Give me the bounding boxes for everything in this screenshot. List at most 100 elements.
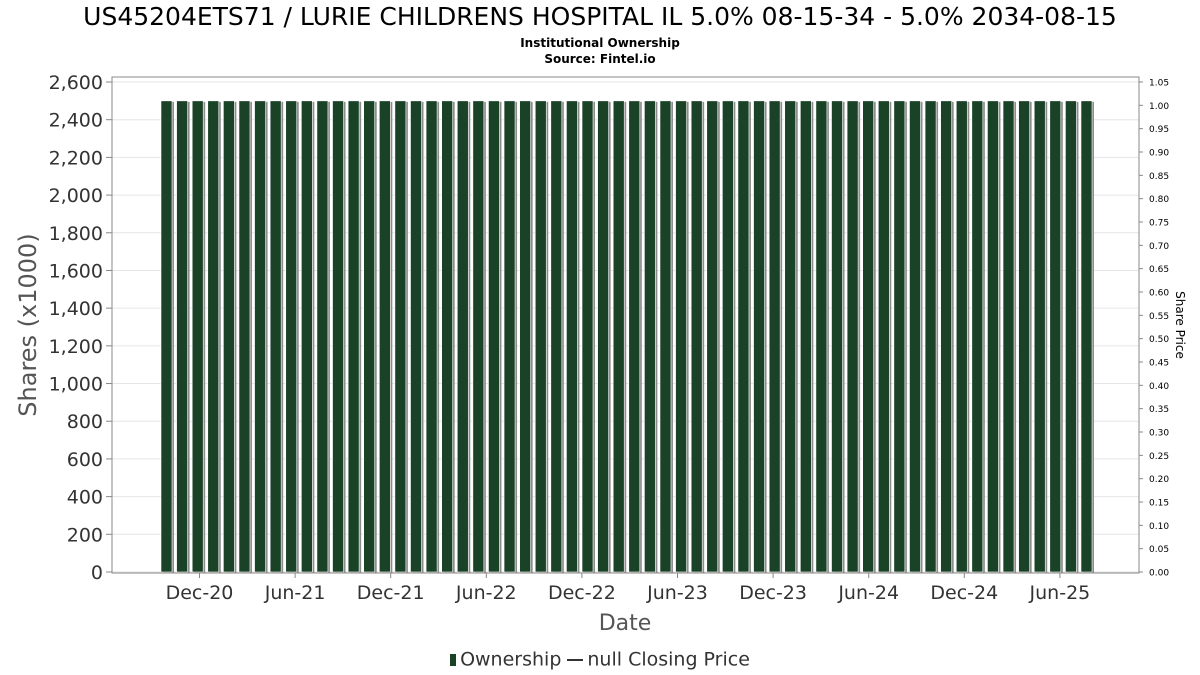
y-tick-label: 1,000 — [49, 374, 103, 396]
ownership-bar — [223, 100, 235, 573]
y2-tick-label: 0.50 — [1149, 335, 1169, 345]
ownership-bar — [597, 100, 609, 573]
y-tick-label: 600 — [67, 449, 103, 471]
ownership-bar — [191, 100, 204, 573]
ownership-bar — [675, 100, 687, 573]
ownership-bar — [628, 100, 641, 573]
chart-title: US45204ETS71 / LURIE CHILDRENS HOSPITAL … — [83, 2, 1117, 31]
y2-tick-label: 0.05 — [1149, 545, 1169, 555]
ownership-bar — [690, 100, 703, 573]
y-tick-label: 800 — [67, 411, 103, 433]
ownership-bar — [160, 100, 173, 573]
y2-tick-label: 0.55 — [1149, 312, 1169, 322]
y2-tick-label: 0.90 — [1149, 149, 1169, 159]
ownership-bar — [1033, 100, 1046, 573]
ownership-bar — [753, 100, 765, 573]
y2-tick-label: 0.65 — [1149, 265, 1169, 275]
legend: Ownership null Closing Price — [0, 648, 1200, 671]
ownership-bar — [379, 100, 391, 573]
y2-tick-label: 0.10 — [1149, 522, 1169, 532]
ownership-bar — [441, 100, 453, 573]
ownership-legend-swatch — [450, 653, 457, 666]
y2-tick-label: 0.80 — [1149, 195, 1169, 205]
x-tick-label: Jun-24 — [837, 582, 899, 604]
x-tick-label: Dec-22 — [548, 582, 616, 604]
y-tick-label: 1,200 — [49, 336, 103, 358]
ownership-bar — [566, 100, 578, 573]
ownership-bar — [488, 100, 500, 573]
ownership-bar — [581, 100, 594, 573]
ownership-bar — [269, 100, 282, 573]
ownership-bar — [1080, 100, 1093, 573]
x-tick-label: Jun-21 — [264, 582, 326, 604]
chart-subtitle-ownership: Institutional Ownership — [520, 36, 680, 50]
legend-ownership-label: Ownership — [460, 648, 562, 671]
ownership-bar — [534, 100, 547, 573]
ownership-bar — [846, 100, 859, 573]
y2-tick-label: 0.15 — [1149, 499, 1169, 509]
ownership-bar — [612, 100, 625, 573]
y-tick-label: 1,400 — [49, 298, 103, 320]
bars — [160, 100, 1094, 573]
y-tick-label: 1,600 — [49, 260, 103, 282]
plot-frame — [111, 76, 1140, 574]
ownership-bar — [815, 100, 828, 573]
ownership-bar — [394, 100, 407, 573]
ownership-bar — [316, 100, 329, 573]
x-tick-label: Dec-21 — [357, 582, 425, 604]
x-tick-label: Jun-22 — [455, 582, 517, 604]
ownership-bar — [519, 100, 531, 573]
y2-tick-label: 0.40 — [1149, 382, 1169, 392]
ownership-bar — [1049, 100, 1062, 573]
ownership-bar — [924, 100, 937, 573]
y2-axis: 0.00 0.05 0.10 0.15 0.20 0.25 0.30 0.35 0.40 0.45… — [1139, 79, 1169, 579]
ownership-bar — [877, 100, 890, 573]
y2-tick-label: 0.75 — [1149, 219, 1169, 229]
y2-tick-label: 0.00 — [1149, 569, 1169, 579]
ownership-bar — [254, 100, 266, 573]
ownership-bar — [207, 100, 220, 573]
x-tick-label: Jun-25 — [1029, 582, 1091, 604]
y-tick-label: 200 — [67, 524, 103, 546]
ownership-bar — [862, 100, 874, 573]
x-tick-label: Jun-23 — [646, 582, 708, 604]
ownership-bar — [955, 100, 968, 573]
ownership-bar — [784, 100, 797, 573]
closing-price-legend-line — [567, 658, 584, 661]
y-tick-label: 1,800 — [49, 223, 103, 245]
y2-axis-label: Share Price — [1173, 291, 1187, 359]
ownership-bar — [659, 100, 672, 573]
ownership-bar — [176, 100, 188, 573]
ownership-bar — [706, 100, 719, 573]
y2-tick-label: 0.30 — [1149, 429, 1169, 439]
x-tick-label: Dec-20 — [166, 582, 234, 604]
y2-tick-label: 0.60 — [1149, 289, 1169, 299]
y2-tick-label: 0.45 — [1149, 359, 1169, 369]
y2-tick-label: 0.35 — [1149, 405, 1169, 415]
ownership-bar — [722, 100, 734, 573]
ownership-bar — [644, 100, 656, 573]
y-tick-label: 2,200 — [49, 147, 103, 169]
ownership-bar — [347, 100, 360, 573]
ownership-bar — [363, 100, 376, 573]
chart-subtitle-source: Source: Fintel.io — [544, 52, 656, 66]
ownership-bar — [987, 100, 999, 573]
ownership-bar — [971, 100, 984, 573]
y-tick-label: 2,600 — [49, 72, 103, 94]
ownership-bar — [425, 100, 438, 573]
ownership-bar — [550, 100, 563, 573]
x-axis: Dec-20 Jun-21 Dec-21 Jun-22 Dec-22 Jun-23 Dec-… — [166, 573, 1091, 604]
x-tick-label: Dec-24 — [930, 582, 998, 604]
y2-tick-label: 0.70 — [1149, 242, 1169, 252]
y-tick-label: 2,400 — [49, 110, 103, 132]
y2-tick-label: 0.25 — [1149, 452, 1169, 462]
ownership-bar — [1065, 100, 1077, 573]
ownership-bar — [893, 100, 906, 573]
y-tick-label: 0 — [91, 562, 103, 584]
ownership-bar — [301, 100, 313, 573]
ownership-bar — [238, 100, 251, 573]
y2-tick-label: 1.00 — [1149, 102, 1169, 112]
y2-tick-label: 0.85 — [1149, 172, 1169, 182]
ownership-bar — [1018, 100, 1030, 573]
